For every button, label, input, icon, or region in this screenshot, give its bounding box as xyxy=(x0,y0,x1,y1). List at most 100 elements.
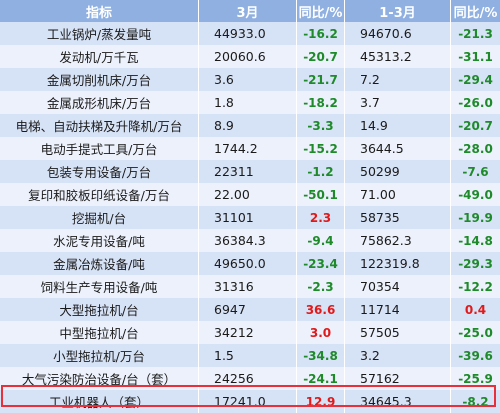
table-row: 复印和胶板印纸设备/万台 22.00 -50.1 71.00 -49.0 xyxy=(0,183,500,206)
header-q1-yoy: 同比/% xyxy=(451,0,500,22)
header-indicator: 指标 xyxy=(0,0,199,22)
cell-q1-yoy: -7.6 xyxy=(451,160,500,183)
cell-indicator-name: 电梯、自动扶梯及升降机/万台 xyxy=(0,114,199,137)
cell-march-yoy: -2.3 xyxy=(297,275,345,298)
cell-march-value: 1744.2 xyxy=(199,137,297,160)
cell-march-yoy: -18.2 xyxy=(297,91,345,114)
cell-indicator-name: 包装专用设备/万台 xyxy=(0,160,199,183)
cell-march-value: 20060.6 xyxy=(199,45,297,68)
cell-q1-yoy: -25.0 xyxy=(451,321,500,344)
cell-q1-value: 11714 xyxy=(345,298,451,321)
cell-march-yoy: -24.1 xyxy=(297,367,345,390)
table-row: 挖掘机/台 31101 2.3 58735 -19.9 xyxy=(0,206,500,229)
cell-q1-value: 3.2 xyxy=(345,344,451,367)
table-row: 中型拖拉机/台 34212 3.0 57505 -25.0 xyxy=(0,321,500,344)
cell-q1-value: 122319.8 xyxy=(345,252,451,275)
cell-q1-value: 71.00 xyxy=(345,183,451,206)
cell-q1-yoy: -29.4 xyxy=(451,68,500,91)
cell-march-value: 24256 xyxy=(199,367,297,390)
cell-march-value: 22311 xyxy=(199,160,297,183)
header-march: 3月 xyxy=(199,0,297,22)
cell-q1-yoy: -26.0 xyxy=(451,91,500,114)
cell-indicator-name: 水泥专用设备/吨 xyxy=(0,229,199,252)
cell-q1-yoy: -25.9 xyxy=(451,367,500,390)
cell-march-yoy: -9.4 xyxy=(297,229,345,252)
cell-q1-yoy: -29.3 xyxy=(451,252,500,275)
cell-q1-yoy: 0.4 xyxy=(451,298,500,321)
cell-q1-value: 57505 xyxy=(345,321,451,344)
table-row: 饲料生产专用设备/吨 31316 -2.3 70354 -12.2 xyxy=(0,275,500,298)
cell-march-value: 3.6 xyxy=(199,68,297,91)
cell-march-value: 36384.3 xyxy=(199,229,297,252)
cell-indicator-name: 发动机/万千瓦 xyxy=(0,45,199,68)
cell-indicator-name: 金属切削机床/万台 xyxy=(0,68,199,91)
cell-indicator-name: 小型拖拉机/万台 xyxy=(0,344,199,367)
cell-march-value: 44933.0 xyxy=(199,22,297,45)
table-header: 指标 3月 同比/% 1-3月 同比/% xyxy=(0,0,500,22)
cell-q1-value: 75862.3 xyxy=(345,229,451,252)
cell-march-yoy: -16.2 xyxy=(297,22,345,45)
cell-indicator-name: 电动手提式工具/万台 xyxy=(0,137,199,160)
cell-march-yoy: -21.7 xyxy=(297,68,345,91)
cell-q1-yoy: -31.1 xyxy=(451,45,500,68)
cell-march-yoy: -34.8 xyxy=(297,344,345,367)
cell-indicator-name: 大气污染防治设备/台（套） xyxy=(0,367,199,390)
table-row: 包装专用设备/万台 22311 -1.2 50299 -7.6 xyxy=(0,160,500,183)
table-row: 大型拖拉机/台 6947 36.6 11714 0.4 xyxy=(0,298,500,321)
cell-q1-value: 3.7 xyxy=(345,91,451,114)
table-row: 大气污染防治设备/台（套） 24256 -24.1 57162 -25.9 xyxy=(0,367,500,390)
cell-march-value: 31101 xyxy=(199,206,297,229)
table-row: 金属成形机床/万台 1.8 -18.2 3.7 -26.0 xyxy=(0,91,500,114)
cell-q1-yoy: -20.7 xyxy=(451,114,500,137)
cell-q1-yoy: -12.2 xyxy=(451,275,500,298)
cell-q1-value: 3644.5 xyxy=(345,137,451,160)
cell-q1-value: 14.9 xyxy=(345,114,451,137)
table-row: 水泥专用设备/吨 36384.3 -9.4 75862.3 -14.8 xyxy=(0,229,500,252)
table-row: 发动机/万千瓦 20060.6 -20.7 45313.2 -31.1 xyxy=(0,45,500,68)
cell-march-value: 31316 xyxy=(199,275,297,298)
cell-indicator-name: 挖掘机/台 xyxy=(0,206,199,229)
cell-march-value: 34212 xyxy=(199,321,297,344)
table-row: 小型拖拉机/万台 1.5 -34.8 3.2 -39.6 xyxy=(0,344,500,367)
cell-q1-value: 34645.3 xyxy=(345,390,451,413)
cell-march-yoy: 3.0 xyxy=(297,321,345,344)
cell-march-value: 8.9 xyxy=(199,114,297,137)
cell-q1-yoy: -19.9 xyxy=(451,206,500,229)
cell-q1-yoy: -21.3 xyxy=(451,22,500,45)
cell-march-value: 6947 xyxy=(199,298,297,321)
cell-march-yoy: -3.3 xyxy=(297,114,345,137)
cell-q1-yoy: -14.8 xyxy=(451,229,500,252)
table-row: 电动手提式工具/万台 1744.2 -15.2 3644.5 -28.0 xyxy=(0,137,500,160)
cell-q1-value: 50299 xyxy=(345,160,451,183)
cell-indicator-name: 工业锅炉/蒸发量吨 xyxy=(0,22,199,45)
cell-q1-value: 57162 xyxy=(345,367,451,390)
cell-q1-value: 58735 xyxy=(345,206,451,229)
header-q1: 1-3月 xyxy=(345,0,451,22)
cell-q1-value: 7.2 xyxy=(345,68,451,91)
cell-indicator-name: 金属成形机床/万台 xyxy=(0,91,199,114)
cell-march-yoy: 2.3 xyxy=(297,206,345,229)
table-row: 金属切削机床/万台 3.6 -21.7 7.2 -29.4 xyxy=(0,68,500,91)
cell-indicator-name: 饲料生产专用设备/吨 xyxy=(0,275,199,298)
header-march-yoy: 同比/% xyxy=(297,0,345,22)
cell-indicator-name: 复印和胶板印纸设备/万台 xyxy=(0,183,199,206)
cell-march-value: 22.00 xyxy=(199,183,297,206)
cell-indicator-name: 大型拖拉机/台 xyxy=(0,298,199,321)
table-row: 工业锅炉/蒸发量吨 44933.0 -16.2 94670.6 -21.3 xyxy=(0,22,500,45)
cell-q1-yoy: -39.6 xyxy=(451,344,500,367)
cell-march-yoy: -1.2 xyxy=(297,160,345,183)
cell-march-yoy: -20.7 xyxy=(297,45,345,68)
cell-indicator-name: 中型拖拉机/台 xyxy=(0,321,199,344)
cell-march-value: 17241.0 xyxy=(199,390,297,413)
cell-march-yoy: 36.6 xyxy=(297,298,345,321)
table-row: 金属冶炼设备/吨 49650.0 -23.4 122319.8 -29.3 xyxy=(0,252,500,275)
cell-march-value: 1.8 xyxy=(199,91,297,114)
cell-march-value: 1.5 xyxy=(199,344,297,367)
cell-march-value: 49650.0 xyxy=(199,252,297,275)
cell-q1-value: 70354 xyxy=(345,275,451,298)
cell-march-yoy: -50.1 xyxy=(297,183,345,206)
cell-march-yoy: -15.2 xyxy=(297,137,345,160)
cell-march-yoy: -23.4 xyxy=(297,252,345,275)
table-row: 电梯、自动扶梯及升降机/万台 8.9 -3.3 14.9 -20.7 xyxy=(0,114,500,137)
